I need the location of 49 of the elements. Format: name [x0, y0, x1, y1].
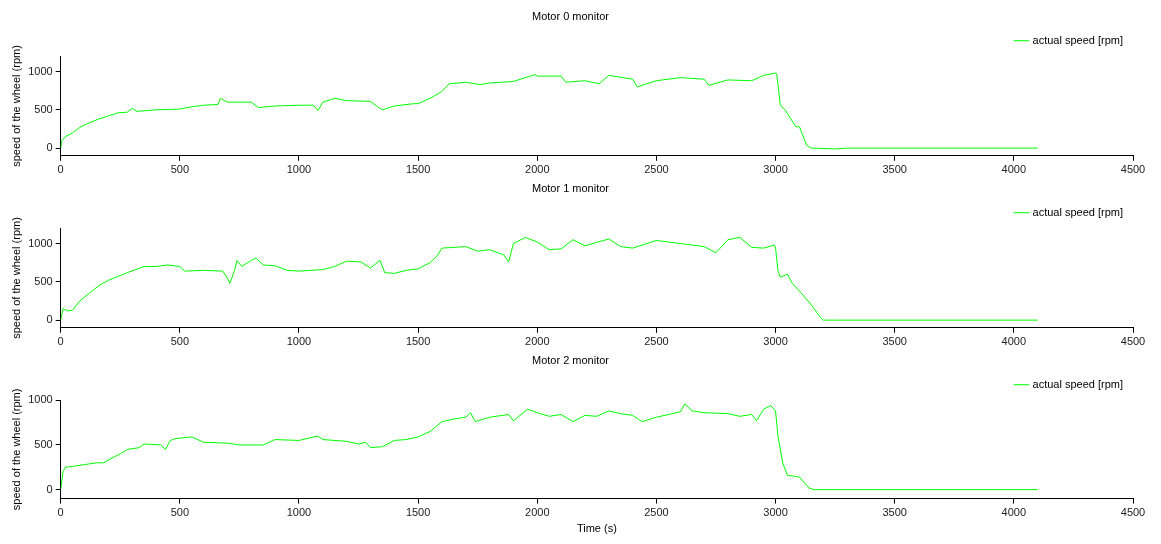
y-axis-title: speed of the wheel (rpm) [9, 45, 22, 167]
x-tick-label: 1000 [286, 506, 312, 519]
x-tick-label: 2500 [644, 163, 669, 176]
legend-label: actual speed [rpm] [1032, 33, 1124, 46]
x-tick-label: 500 [170, 335, 189, 348]
x-tick-label: 4000 [1001, 506, 1027, 519]
x-axis-title: Time (s) [576, 522, 617, 535]
y-tick-label: 0 [46, 482, 53, 495]
x-tick-label: 4500 [1120, 335, 1146, 348]
x-tick-label: 3500 [882, 335, 907, 348]
x-tick-label: 0 [57, 335, 64, 348]
y-tick-label: 1000 [28, 236, 53, 249]
x-tick-label: 4000 [1001, 335, 1027, 348]
y-tick-label: 500 [34, 102, 53, 115]
x-tick-label: 3500 [882, 163, 907, 176]
y-tick-label: 0 [46, 313, 53, 326]
y-tick-label: 1000 [28, 393, 53, 406]
x-tick-label: 3500 [882, 506, 907, 519]
x-tick-label: 4000 [1001, 163, 1027, 176]
x-tick-label: 3000 [763, 163, 788, 176]
x-tick-label: 1000 [286, 163, 312, 176]
x-tick-label: 2000 [525, 506, 550, 519]
y-axis-title: speed of the wheel (rpm) [9, 217, 22, 339]
x-tick-label: 2000 [525, 335, 550, 348]
x-tick-label: 0 [57, 506, 64, 519]
x-tick-label: 4500 [1120, 163, 1146, 176]
x-tick-label: 1500 [405, 335, 431, 348]
chart-title: Motor 1 monitor [531, 181, 610, 194]
x-tick-label: 3000 [763, 506, 788, 519]
x-tick-label: 2500 [644, 506, 669, 519]
chart-title: Motor 2 monitor [531, 353, 610, 366]
x-tick-label: 3000 [763, 335, 788, 348]
y-tick-label: 500 [34, 437, 53, 450]
x-tick-label: 1500 [405, 506, 431, 519]
legend-label: actual speed [rpm] [1032, 377, 1124, 390]
chart-title: Motor 0 monitor [531, 9, 610, 22]
y-tick-label: 0 [46, 141, 53, 154]
x-tick-label: 2000 [525, 163, 550, 176]
x-tick-label: 2500 [644, 335, 669, 348]
x-tick-label: 500 [170, 506, 189, 519]
y-axis-title: speed of the wheel (rpm) [9, 388, 22, 511]
x-tick-label: 500 [170, 163, 189, 176]
y-tick-label: 500 [34, 274, 53, 287]
x-tick-label: 0 [57, 163, 64, 176]
x-tick-label: 4500 [1120, 506, 1146, 519]
x-tick-label: 1500 [405, 163, 431, 176]
x-tick-label: 1000 [286, 335, 312, 348]
legend-label: actual speed [rpm] [1032, 205, 1124, 218]
y-tick-label: 1000 [28, 64, 53, 77]
